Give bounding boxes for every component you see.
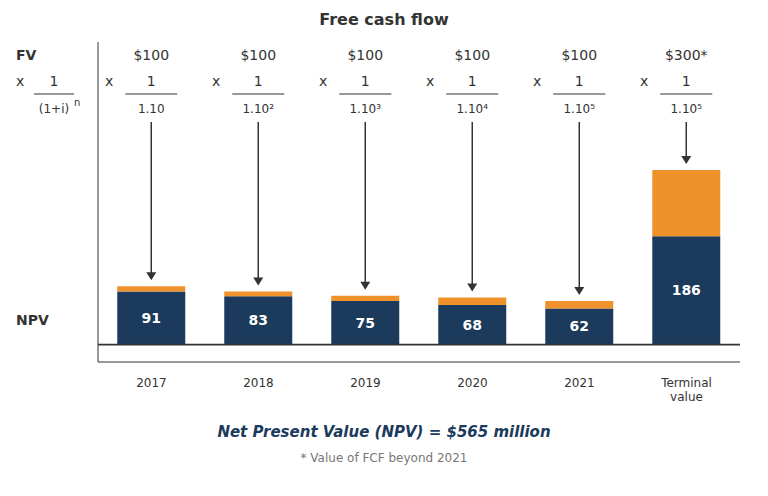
svg-text:91: 91 xyxy=(142,310,161,326)
svg-text:68: 68 xyxy=(463,317,482,333)
svg-text:x: x xyxy=(16,73,24,89)
html-text:* Value of FCF beyond 2021: * Value of FCF beyond 2021 xyxy=(300,451,468,465)
svg-text:2020: 2020 xyxy=(457,376,488,390)
svg-text:$100: $100 xyxy=(454,47,490,63)
svg-text:$100: $100 xyxy=(561,47,597,63)
svg-text:$100: $100 xyxy=(133,47,169,63)
svg-text:Terminalvalue: Terminalvalue xyxy=(660,376,712,404)
svg-text:1: 1 xyxy=(147,73,156,89)
svg-text:$100: $100 xyxy=(240,47,276,63)
svg-text:1.10⁵: 1.10⁵ xyxy=(670,102,702,116)
svg-text:1.10⁵: 1.10⁵ xyxy=(563,102,595,116)
svg-text:62: 62 xyxy=(570,318,589,334)
svg-text:1.10⁴: 1.10⁴ xyxy=(456,102,488,116)
svg-text:1.10³: 1.10³ xyxy=(349,102,381,116)
svg-text:1: 1 xyxy=(361,73,370,89)
svg-text:1: 1 xyxy=(468,73,477,89)
svg-text:x: x xyxy=(426,73,434,89)
svg-text:NPV: NPV xyxy=(16,312,49,328)
svg-text:1: 1 xyxy=(682,73,691,89)
svg-text:75: 75 xyxy=(356,315,375,331)
svg-text:2017: 2017 xyxy=(136,376,167,390)
svg-text:x: x xyxy=(640,73,648,89)
html-text:Net Present Value (NPV) = $565: Net Present Value (NPV) = $565 million xyxy=(217,423,551,441)
svg-text:2018: 2018 xyxy=(243,376,274,390)
svg-text:x: x xyxy=(319,73,327,89)
svg-text:1: 1 xyxy=(254,73,263,89)
svg-text:1: 1 xyxy=(50,73,59,89)
svg-text:1.10: 1.10 xyxy=(138,102,165,116)
svg-text:83: 83 xyxy=(249,312,268,328)
svg-text:2019: 2019 xyxy=(350,376,381,390)
svg-text:2021: 2021 xyxy=(564,376,595,390)
svg-text:1: 1 xyxy=(575,73,584,89)
svg-text:x: x xyxy=(533,73,541,89)
svg-text:x: x xyxy=(105,73,113,89)
svg-text:n: n xyxy=(74,97,80,108)
svg-text:$100: $100 xyxy=(347,47,383,63)
svg-text:1.10²: 1.10² xyxy=(242,102,274,116)
svg-text:186: 186 xyxy=(672,282,701,298)
svg-text:FV: FV xyxy=(16,47,37,63)
svg-text:(1+i): (1+i) xyxy=(39,102,69,116)
svg-text:$300*: $300* xyxy=(665,47,708,63)
html-text:Free cash flow: Free cash flow xyxy=(319,10,449,29)
svg-text:x: x xyxy=(212,73,220,89)
